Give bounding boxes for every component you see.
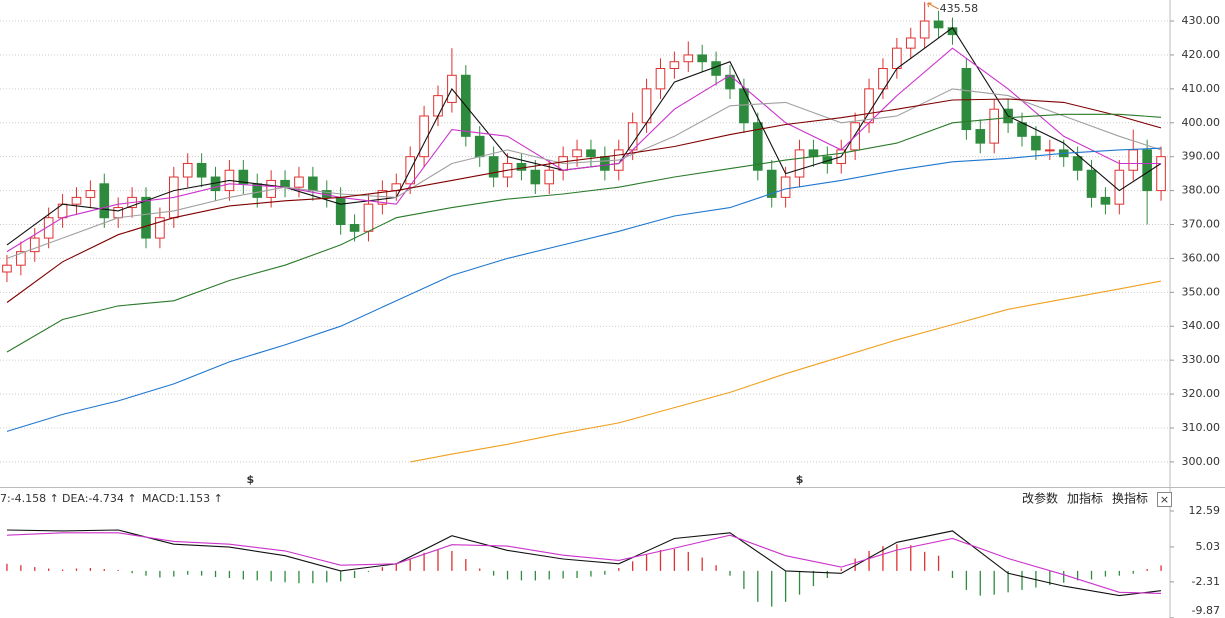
candle-body	[1128, 149, 1139, 171]
moving-average-line	[6, 27, 1162, 246]
y-tick-label: 320.00	[1182, 387, 1221, 400]
y-tick-label: 370.00	[1182, 218, 1221, 231]
y-tick-label: 360.00	[1182, 251, 1221, 264]
candle-body	[238, 169, 249, 185]
candle-body	[961, 68, 972, 131]
toolbar-button[interactable]: 加指标	[1067, 491, 1103, 506]
candle-body	[892, 47, 902, 70]
candle-body	[474, 135, 485, 158]
candle-body	[627, 122, 638, 151]
candle-body	[155, 217, 165, 239]
candle-body	[655, 68, 666, 90]
candle-body	[516, 162, 527, 171]
candle-body	[294, 176, 304, 188]
candle-body	[1114, 169, 1125, 205]
y-tick-label: 330.00	[1182, 353, 1221, 366]
candle-body	[29, 237, 40, 253]
candle-body	[794, 149, 805, 178]
candle-body	[905, 37, 916, 49]
y-tick-label: 350.00	[1182, 285, 1221, 298]
y-tick-label: 380.00	[1182, 184, 1221, 197]
candle-body	[808, 149, 819, 158]
toolbar-button[interactable]: 换指标	[1112, 491, 1148, 506]
candle-body	[697, 54, 708, 63]
y-tick-label: 12.59	[1189, 504, 1221, 517]
moving-average-line	[6, 47, 1161, 253]
candle-body	[1156, 156, 1166, 192]
candle-body	[280, 179, 290, 188]
candle-body	[433, 95, 443, 117]
y-tick-label: 430.00	[1182, 14, 1221, 27]
candle-body	[488, 156, 499, 178]
y-tick-label: 420.00	[1182, 48, 1221, 61]
y-tick-label: -2.31	[1192, 575, 1220, 588]
candle-body	[683, 54, 694, 63]
close-button[interactable]: ×	[1160, 493, 1169, 506]
annotation: $	[796, 473, 804, 486]
candle-body	[600, 156, 610, 171]
toolbar-button[interactable]: 改参数	[1022, 491, 1058, 506]
candle-body	[933, 20, 944, 29]
candle-body	[766, 169, 777, 198]
candle-body	[1044, 149, 1055, 152]
candle-body	[349, 224, 360, 232]
y-tick-label: 340.00	[1182, 319, 1221, 332]
indicator-label: 7:-4.158 ↑	[0, 492, 59, 505]
candle-body	[196, 162, 207, 178]
candle-body	[1100, 196, 1111, 205]
moving-average-line	[6, 98, 1162, 303]
candle-body	[975, 129, 986, 144]
candle-body	[335, 196, 346, 226]
macd-line	[6, 532, 1162, 594]
close-box[interactable]	[1157, 492, 1172, 507]
candle-body	[586, 149, 596, 158]
candle-body	[544, 169, 555, 185]
candle-body	[85, 190, 96, 198]
candle-body	[739, 88, 749, 124]
candle-body	[377, 190, 388, 205]
moving-average-line	[6, 88, 1162, 259]
candle-body	[780, 176, 791, 198]
moving-average-line	[6, 147, 1162, 432]
candle-body	[99, 183, 110, 219]
moving-average-line	[6, 113, 1162, 353]
candle-body	[669, 61, 680, 70]
y-tick-label: 310.00	[1182, 421, 1221, 434]
candle-body	[182, 162, 193, 178]
candle-body	[419, 115, 429, 158]
macd-line	[6, 529, 1162, 597]
candle-body	[919, 20, 930, 39]
y-tick-label: 5.03	[1196, 540, 1221, 553]
candle-body	[1072, 156, 1083, 171]
annotation-arrow	[927, 2, 939, 10]
y-tick-label: 390.00	[1182, 150, 1221, 163]
y-tick-label: -9.87	[1192, 604, 1220, 617]
candle-body	[2, 264, 12, 273]
candle-body	[43, 217, 54, 239]
indicator-label: DEA:-4.734 ↑	[62, 492, 137, 505]
candle-body	[1086, 169, 1097, 198]
y-tick-label: 410.00	[1182, 82, 1221, 95]
candle-body	[711, 61, 721, 76]
y-tick-label: 400.00	[1182, 116, 1221, 129]
indicator-label: MACD:1.153 ↑	[142, 492, 223, 505]
candle-body	[71, 196, 82, 205]
candle-body	[363, 203, 374, 232]
candle-body	[530, 169, 541, 185]
annotation: 435.58	[940, 2, 979, 15]
y-tick-label: 300.00	[1182, 455, 1221, 468]
candle-body	[308, 176, 318, 192]
candle-body	[989, 108, 1000, 144]
candle-body	[1031, 135, 1041, 151]
candle-body	[878, 68, 888, 90]
annotation: $	[246, 473, 254, 486]
candle-body	[16, 251, 26, 266]
candle-body	[752, 122, 763, 171]
candle-body	[572, 149, 582, 158]
moving-average-line	[410, 280, 1162, 463]
candle-body	[141, 196, 151, 239]
candle-body	[113, 207, 124, 219]
